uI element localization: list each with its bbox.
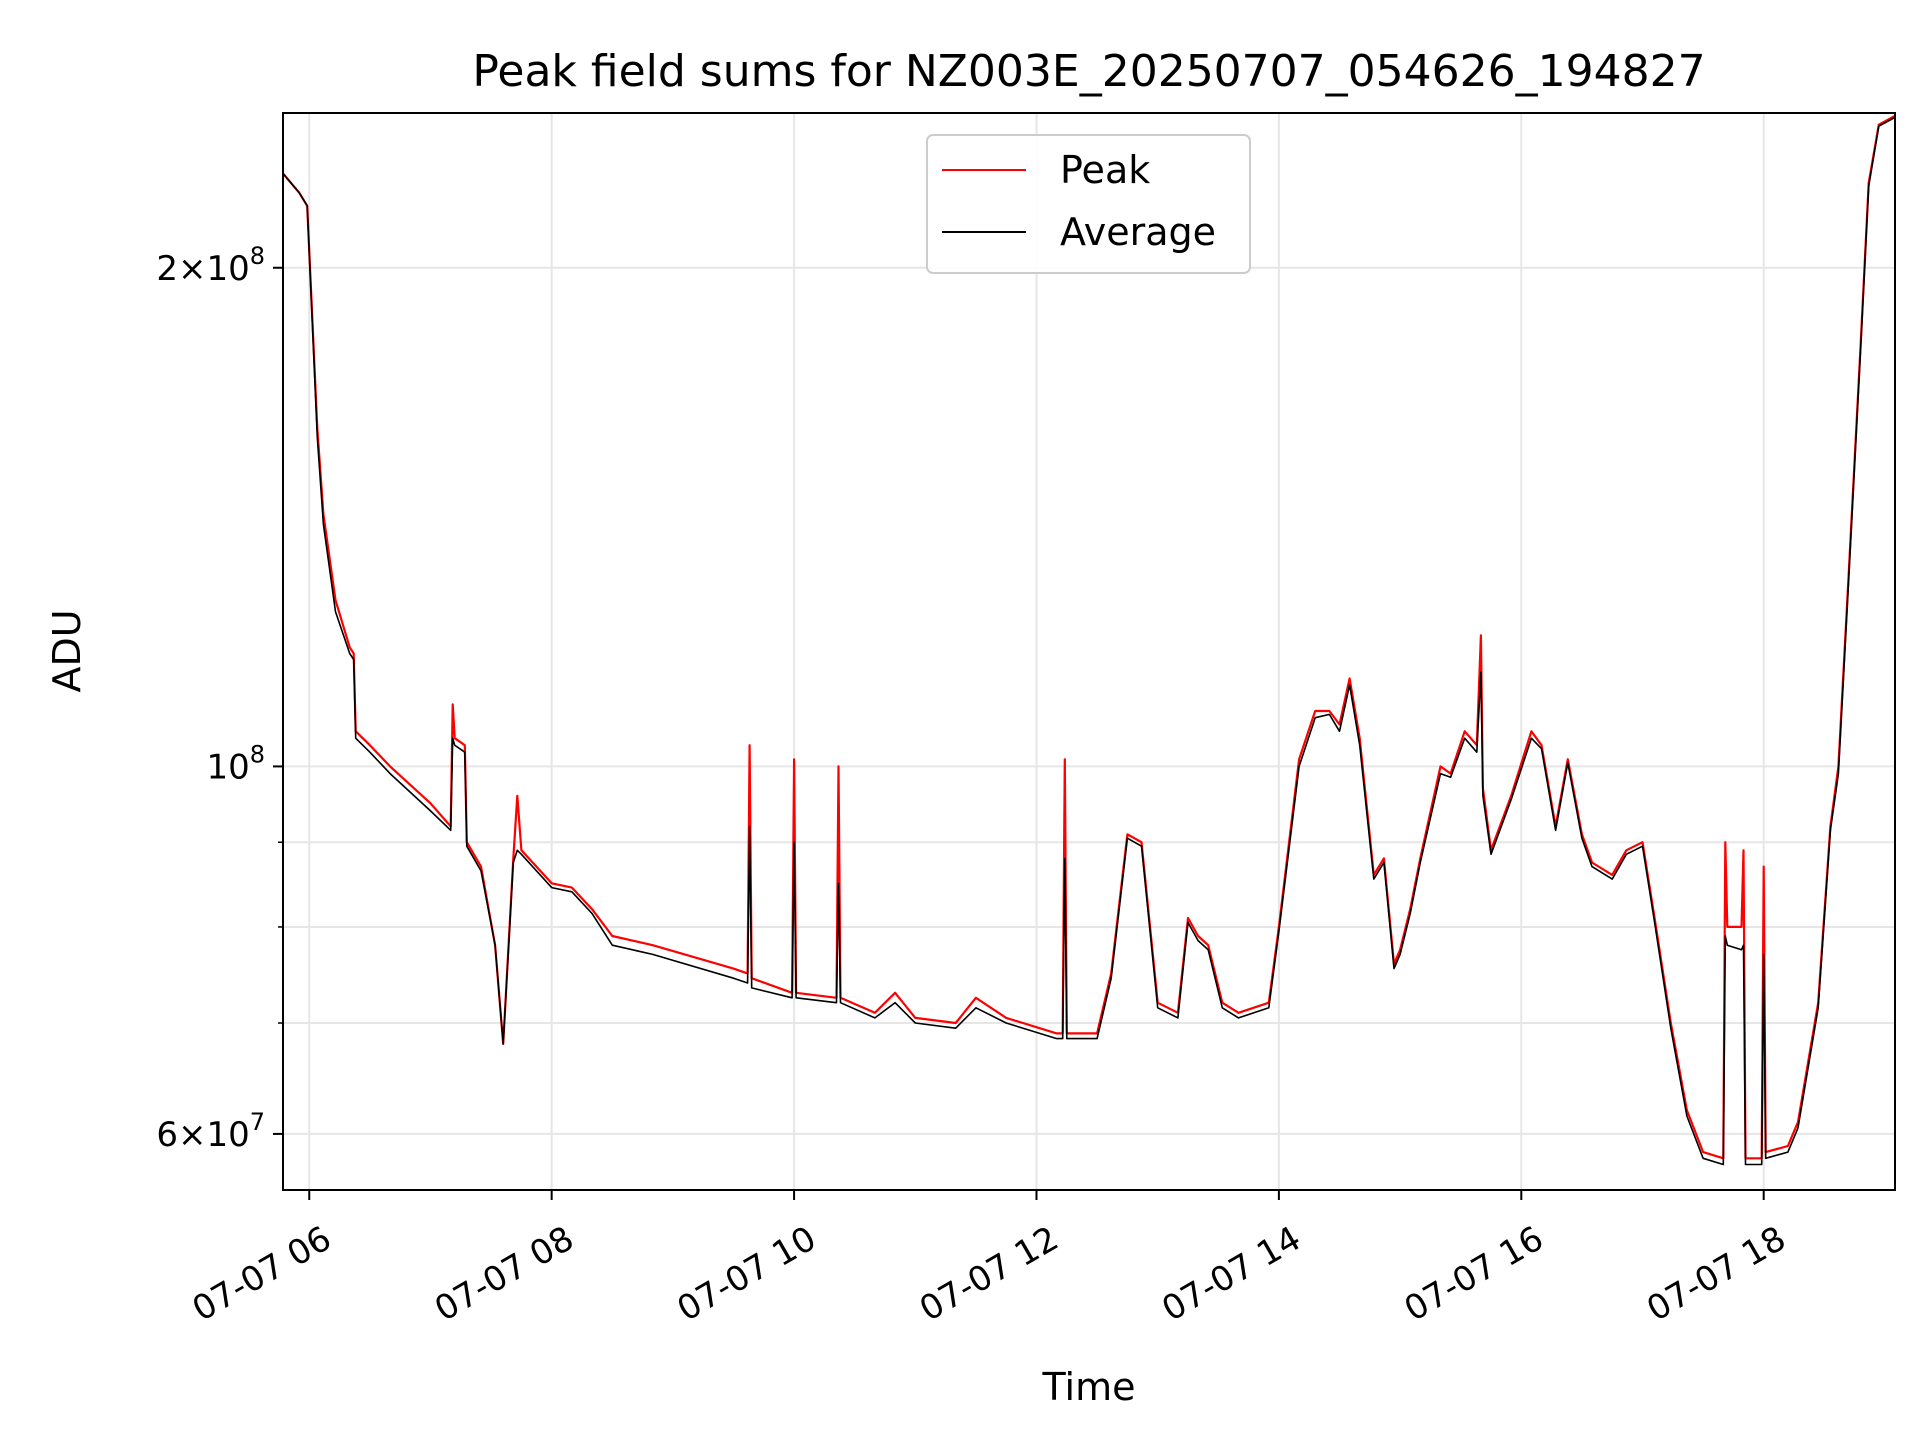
chart-title: Peak field sums for NZ003E_20250707_0546…: [472, 46, 1705, 97]
series-line-average: [282, 116, 1896, 1166]
legend-label-peak: Peak: [1060, 148, 1150, 192]
y-tick-label: 2×108: [156, 242, 265, 289]
y-tick-label: 6×107: [156, 1108, 265, 1155]
y-tick-exponent: 7: [250, 1108, 265, 1136]
y-tick-exponent: 8: [250, 740, 265, 768]
y-tick-times: ×: [178, 249, 207, 289]
y-tick-base: 10: [206, 1115, 249, 1155]
plot-frame: [282, 112, 1896, 1191]
y-tick-times: ×: [178, 1115, 207, 1155]
legend-label-average: Average: [1060, 210, 1216, 254]
y-tick-label: 108: [206, 740, 265, 787]
y-tick-base: 10: [206, 747, 249, 787]
series-layer: [282, 114, 1896, 1166]
legend: Peak Average: [926, 134, 1251, 274]
y-tick-mantissa: 6: [156, 1115, 178, 1155]
y-tick-exponent: 8: [250, 242, 265, 270]
y-tick-mantissa: 2: [156, 249, 178, 289]
y-tick-base: 10: [206, 249, 249, 289]
y-axis-label: ADU: [45, 609, 89, 692]
x-axis-label: Time: [1042, 1365, 1136, 1409]
